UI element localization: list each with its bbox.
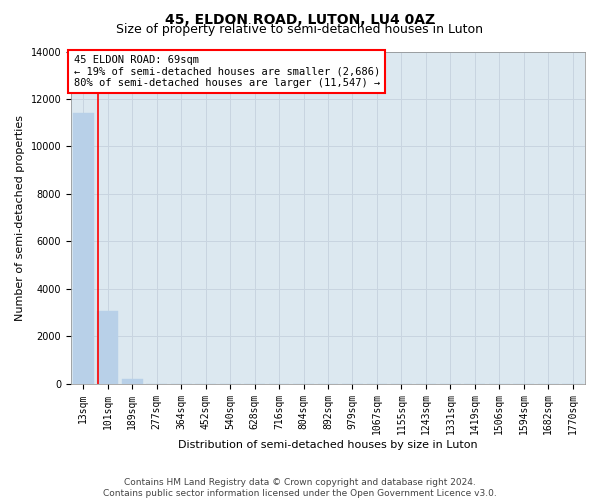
- Bar: [73, 113, 94, 384]
- X-axis label: Distribution of semi-detached houses by size in Luton: Distribution of semi-detached houses by …: [178, 440, 478, 450]
- Bar: [97, 311, 118, 384]
- Text: Size of property relative to semi-detached houses in Luton: Size of property relative to semi-detach…: [116, 22, 484, 36]
- Text: 45 ELDON ROAD: 69sqm
← 19% of semi-detached houses are smaller (2,686)
80% of se: 45 ELDON ROAD: 69sqm ← 19% of semi-detac…: [74, 55, 380, 88]
- Y-axis label: Number of semi-detached properties: Number of semi-detached properties: [15, 114, 25, 320]
- Text: 45, ELDON ROAD, LUTON, LU4 0AZ: 45, ELDON ROAD, LUTON, LU4 0AZ: [165, 12, 435, 26]
- Bar: [122, 380, 143, 384]
- Text: Contains HM Land Registry data © Crown copyright and database right 2024.
Contai: Contains HM Land Registry data © Crown c…: [103, 478, 497, 498]
